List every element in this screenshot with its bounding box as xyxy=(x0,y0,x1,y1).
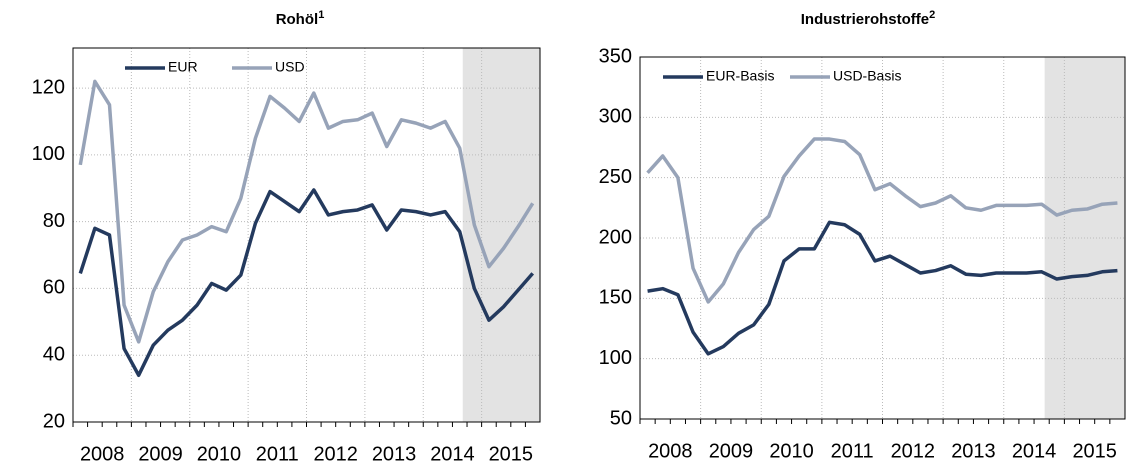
x-tick-label: 2013 xyxy=(951,440,996,462)
line-series xyxy=(78,79,535,344)
x-tick-label: 2013 xyxy=(372,443,417,465)
x-tick-label: 2009 xyxy=(138,443,183,465)
line-series xyxy=(646,137,1118,304)
y-tick-label: 60 xyxy=(43,277,65,299)
plot-frame xyxy=(639,56,1126,420)
y-tick-label: 300 xyxy=(599,106,632,128)
title-text: Rohöl xyxy=(276,11,319,28)
chart-title: Rohöl1 xyxy=(276,9,325,28)
x-tick-label: 2012 xyxy=(313,443,358,465)
legend-label: USD xyxy=(275,59,305,75)
legend-label: EUR-Basis xyxy=(706,68,774,84)
x-tick-label: 2010 xyxy=(769,440,814,462)
plot-frame xyxy=(72,47,541,423)
title-note: 2 xyxy=(929,9,935,21)
x-tick-label: 2011 xyxy=(256,443,299,465)
x-tick-label: 2009 xyxy=(709,440,754,462)
y-tick-label: 100 xyxy=(32,143,65,165)
y-tick-label: 200 xyxy=(599,226,632,248)
line-series xyxy=(647,220,1118,356)
x-tick-label: 2011 xyxy=(831,440,874,462)
title-text: Industrierohstoffe xyxy=(801,11,929,28)
legend-label: USD-Basis xyxy=(833,68,901,84)
y-tick-label: 40 xyxy=(43,343,65,365)
forecast-shade xyxy=(462,48,540,422)
chart-title: Industrierohstoffe2 xyxy=(801,9,935,28)
y-tick-label: 150 xyxy=(599,287,632,309)
x-tick-label: 2014 xyxy=(1012,440,1057,462)
legend-label: EUR xyxy=(168,59,198,75)
y-tick-label: 20 xyxy=(43,410,65,432)
x-tick-label: 2008 xyxy=(648,440,693,462)
title-note: 1 xyxy=(318,9,324,21)
x-tick-label: 2010 xyxy=(197,443,242,465)
y-tick-label: 100 xyxy=(599,347,632,369)
x-tick-label: 2014 xyxy=(430,443,475,465)
x-tick-label: 2015 xyxy=(1072,440,1117,462)
y-tick-label: 250 xyxy=(599,166,632,188)
x-tick-label: 2012 xyxy=(891,440,936,462)
y-tick-label: 350 xyxy=(599,45,632,67)
y-tick-label: 120 xyxy=(32,76,65,98)
y-tick-label: 80 xyxy=(43,210,65,232)
y-tick-label: 50 xyxy=(610,407,632,429)
line-series xyxy=(78,188,535,377)
x-tick-label: 2008 xyxy=(80,443,125,465)
x-tick-label: 2015 xyxy=(489,443,534,465)
